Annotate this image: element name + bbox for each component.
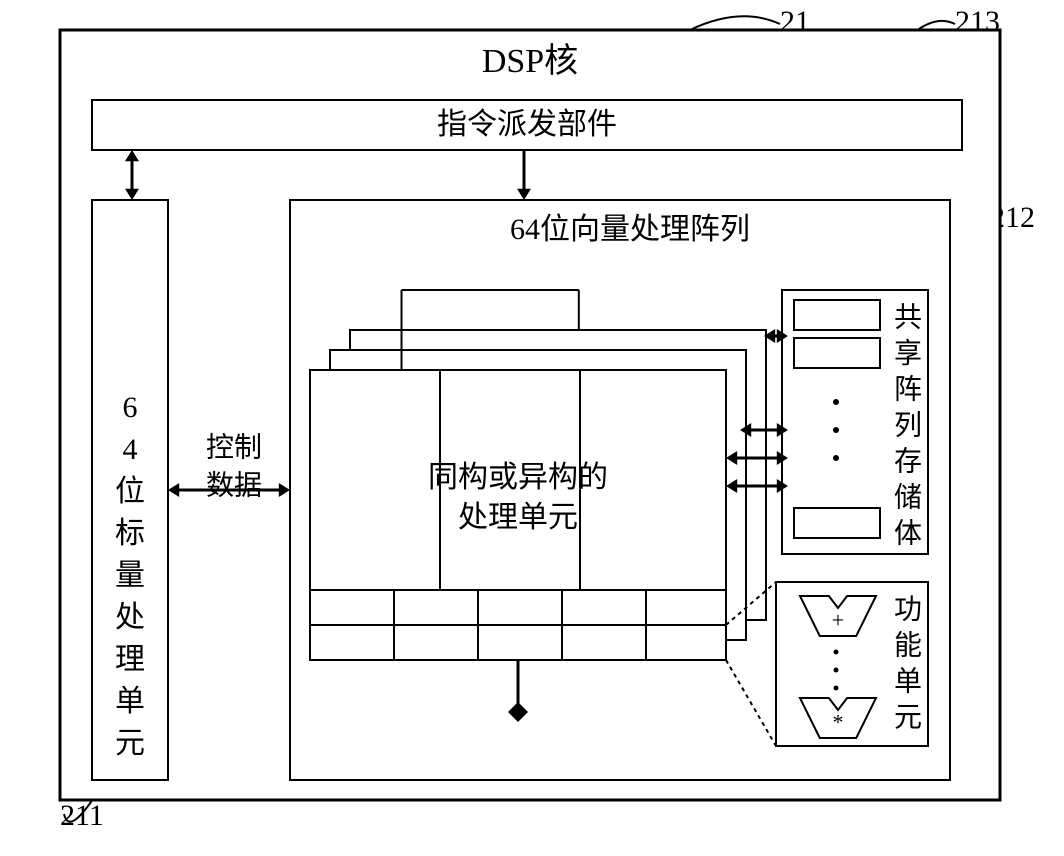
svg-text:处理单元: 处理单元 — [458, 501, 578, 534]
svg-text:单: 单 — [115, 685, 145, 718]
svg-text:功: 功 — [894, 594, 922, 625]
svg-text:阵: 阵 — [894, 373, 922, 405]
svg-text:4: 4 — [123, 433, 138, 466]
svg-text:存: 存 — [894, 445, 922, 477]
svg-text:单: 单 — [894, 665, 922, 697]
svg-text:理: 理 — [115, 643, 145, 676]
svg-text:列: 列 — [894, 409, 922, 441]
svg-text:元: 元 — [894, 702, 922, 733]
svg-text:能: 能 — [894, 629, 922, 661]
svg-text:控制: 控制 — [206, 431, 262, 463]
svg-text:元: 元 — [115, 727, 145, 760]
svg-text:储: 储 — [894, 481, 922, 513]
svg-text:6: 6 — [123, 391, 138, 424]
svg-text:+: + — [832, 607, 844, 632]
svg-text:同构或异构的: 同构或异构的 — [428, 461, 608, 494]
svg-text:指令派发部件: 指令派发部件 — [437, 108, 617, 141]
svg-text:位: 位 — [115, 475, 145, 508]
svg-text:处: 处 — [115, 601, 145, 634]
svg-text:享: 享 — [894, 337, 922, 369]
svg-text:共: 共 — [894, 301, 922, 333]
svg-text:量: 量 — [115, 559, 145, 592]
svg-text:211: 211 — [60, 799, 104, 832]
svg-text:*: * — [833, 709, 844, 734]
svg-text:64位向量处理阵列: 64位向量处理阵列 — [510, 213, 750, 246]
svg-text:标: 标 — [115, 517, 145, 550]
svg-text:数据: 数据 — [206, 469, 262, 501]
svg-text:体: 体 — [894, 517, 922, 549]
svg-text:DSP核: DSP核 — [482, 42, 578, 80]
